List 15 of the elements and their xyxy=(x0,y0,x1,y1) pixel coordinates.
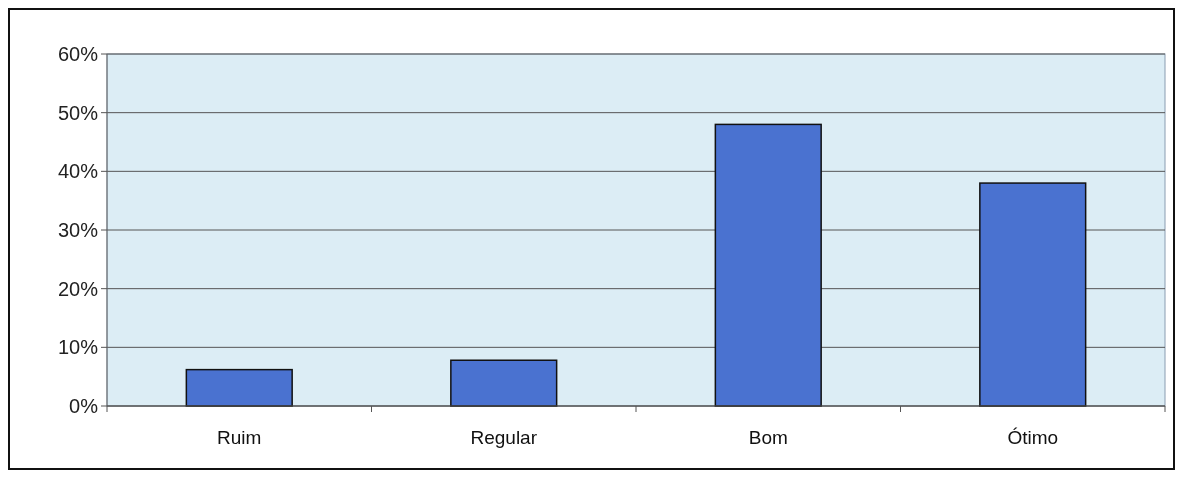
bar xyxy=(714,123,822,407)
bar xyxy=(185,368,293,407)
x-tick-label: Regular xyxy=(470,427,538,448)
bar xyxy=(979,182,1087,407)
y-tick-label: 20% xyxy=(57,277,99,300)
x-tick-label: Ótimo xyxy=(1007,427,1059,448)
y-tick-label: 50% xyxy=(57,101,99,124)
x-tick-label: Bom xyxy=(748,427,788,448)
y-tick-label: 60% xyxy=(57,43,99,65)
x-tick-label: Ruim xyxy=(217,427,262,448)
bar xyxy=(450,359,558,407)
y-tick-label: 10% xyxy=(57,336,99,359)
y-tick-label: 40% xyxy=(57,160,99,183)
y-tick-label: 0% xyxy=(69,395,99,417)
y-tick-label: 30% xyxy=(57,219,99,241)
